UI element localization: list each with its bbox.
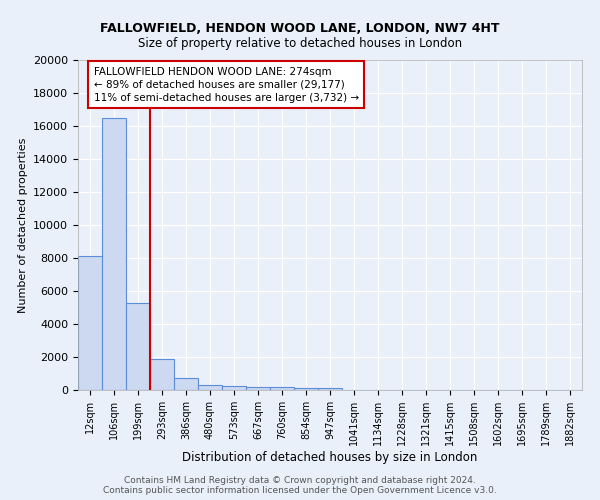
Text: FALLOWFIELD HENDON WOOD LANE: 274sqm
← 89% of detached houses are smaller (29,17: FALLOWFIELD HENDON WOOD LANE: 274sqm ← 8… bbox=[94, 66, 359, 103]
Text: Contains HM Land Registry data © Crown copyright and database right 2024.
Contai: Contains HM Land Registry data © Crown c… bbox=[103, 476, 497, 495]
Bar bbox=[174, 378, 198, 390]
Text: Size of property relative to detached houses in London: Size of property relative to detached ho… bbox=[138, 38, 462, 51]
Bar bbox=[126, 302, 150, 390]
Bar bbox=[78, 256, 102, 390]
Bar bbox=[270, 388, 294, 390]
X-axis label: Distribution of detached houses by size in London: Distribution of detached houses by size … bbox=[182, 451, 478, 464]
Bar bbox=[318, 388, 342, 390]
Bar bbox=[102, 118, 126, 390]
Y-axis label: Number of detached properties: Number of detached properties bbox=[17, 138, 28, 312]
Bar bbox=[246, 387, 270, 390]
Bar bbox=[294, 388, 318, 390]
Bar bbox=[150, 360, 174, 390]
Bar bbox=[222, 386, 246, 390]
Text: FALLOWFIELD, HENDON WOOD LANE, LONDON, NW7 4HT: FALLOWFIELD, HENDON WOOD LANE, LONDON, N… bbox=[100, 22, 500, 36]
Bar bbox=[198, 385, 222, 390]
